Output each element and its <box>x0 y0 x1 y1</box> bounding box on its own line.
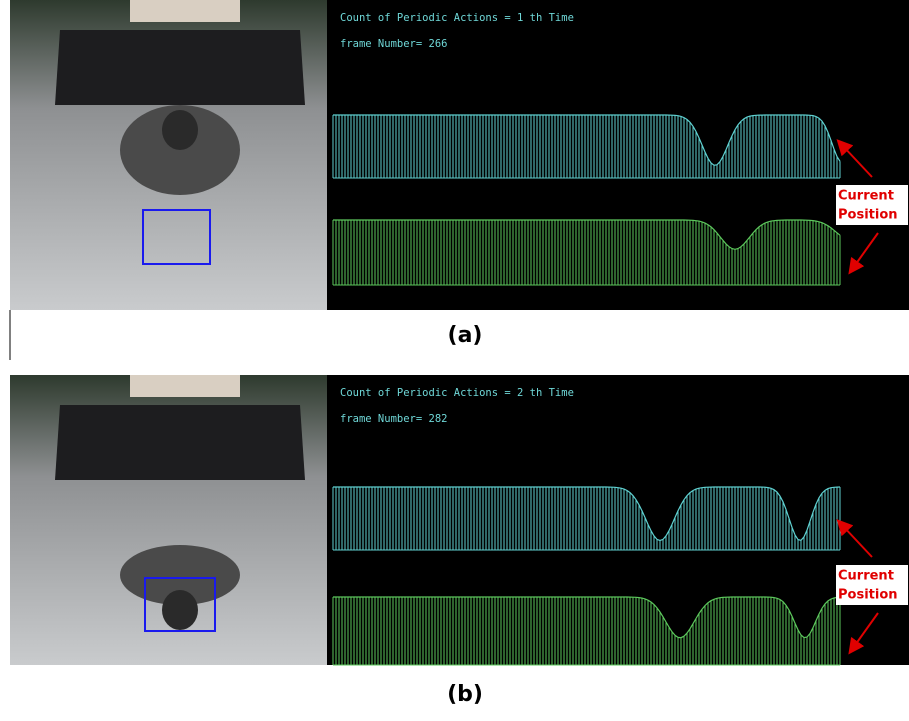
caption: (b) <box>447 682 483 707</box>
caption: (a) <box>448 323 483 348</box>
frame-text: frame Number= 282 <box>340 413 447 425</box>
table <box>55 405 305 480</box>
color-chart <box>130 0 240 22</box>
figure-canvas: Count of Periodic Actions = 1 th Time fra… <box>0 0 909 721</box>
note-text: Position <box>838 208 898 223</box>
figure: Count of Periodic Actions = 1 th Time fra… <box>0 0 909 721</box>
note-text: Current <box>838 189 894 204</box>
counter-text: Count of Periodic Actions = 1 th Time <box>340 12 574 24</box>
head <box>162 110 198 150</box>
table <box>55 30 305 105</box>
head <box>162 590 198 630</box>
note-text: Position <box>838 588 898 603</box>
frame-text: frame Number= 266 <box>340 38 447 50</box>
note-text: Current <box>838 569 894 584</box>
counter-text: Count of Periodic Actions = 2 th Time <box>340 387 574 399</box>
color-chart <box>130 375 240 397</box>
